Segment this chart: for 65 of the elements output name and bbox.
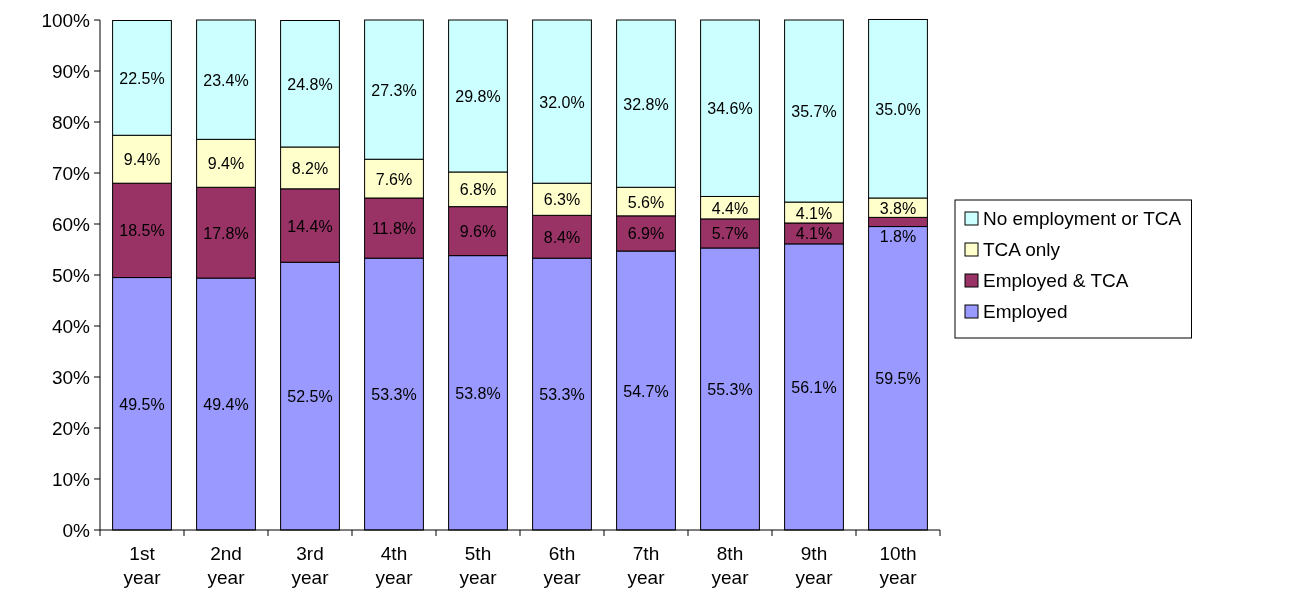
y-tick-label: 30%: [51, 367, 91, 388]
x-tick-label: 5th year: [459, 543, 498, 588]
data-label: 6.9%: [627, 225, 665, 243]
data-label: 5.6%: [627, 193, 665, 211]
data-label: 6.3%: [543, 191, 581, 209]
data-label: 55.3%: [707, 380, 753, 398]
x-tick-label: 3rd year: [291, 543, 330, 588]
data-label: 3.8%: [879, 199, 917, 217]
data-label: 5.7%: [711, 225, 749, 243]
legend-label: No employment or TCA: [983, 208, 1182, 229]
x-tick-label: 9th year: [795, 543, 834, 588]
data-label: 54.7%: [623, 382, 669, 400]
data-label: 7.6%: [375, 170, 413, 188]
data-label: 56.1%: [791, 378, 837, 396]
data-label: 29.8%: [455, 87, 501, 105]
data-label: 22.5%: [119, 69, 165, 87]
data-label: 52.5%: [287, 388, 333, 406]
data-label: 49.5%: [119, 395, 165, 413]
y-tick-label: 70%: [51, 163, 91, 184]
x-tick-label: 4th year: [375, 543, 414, 588]
data-label: 32.0%: [539, 93, 585, 111]
data-label: 8.2%: [291, 159, 329, 177]
y-tick-label: 40%: [51, 316, 91, 337]
data-label: 32.8%: [623, 95, 669, 113]
legend-label: TCA only: [983, 239, 1061, 260]
x-tick-label: 2nd year: [207, 543, 246, 588]
data-label: 11.8%: [371, 220, 417, 238]
data-label: 35.7%: [791, 103, 837, 121]
data-label: 53.3%: [371, 386, 417, 404]
legend-label: Employed & TCA: [983, 270, 1129, 291]
data-label: 6.8%: [459, 181, 497, 199]
y-tick-label: 20%: [51, 418, 91, 439]
y-tick-label: 60%: [51, 214, 91, 235]
data-label: 4.4%: [711, 199, 749, 217]
data-label: 23.4%: [203, 71, 249, 89]
data-label: 4.1%: [795, 204, 833, 222]
y-tick-label: 90%: [51, 61, 91, 82]
data-label: 4.1%: [795, 225, 833, 243]
y-tick-label: 10%: [51, 469, 91, 490]
data-label: 18.5%: [119, 222, 165, 240]
data-label: 59.5%: [875, 370, 921, 388]
x-tick-label: 1st year: [123, 543, 162, 588]
data-label: 9.6%: [459, 223, 497, 241]
legend-label: Employed: [983, 301, 1068, 322]
y-tick-label: 50%: [51, 265, 91, 286]
data-label: 1.8%: [879, 227, 917, 245]
data-label: 53.8%: [455, 384, 501, 402]
data-label: 9.4%: [207, 155, 245, 173]
x-tick-label: 7th year: [627, 543, 666, 588]
data-label: 24.8%: [287, 75, 333, 93]
data-label: 35.0%: [875, 100, 921, 118]
data-label: 9.4%: [123, 151, 161, 169]
x-tick-label: 6th year: [543, 543, 582, 588]
data-label: 27.3%: [371, 81, 417, 99]
y-tick-label: 0%: [62, 520, 91, 541]
data-label: 17.8%: [203, 224, 249, 242]
data-label: 34.6%: [707, 100, 753, 118]
x-tick-label: 8th year: [711, 543, 750, 588]
data-label: 14.4%: [287, 217, 333, 235]
data-label: 49.4%: [203, 396, 249, 414]
data-label: 8.4%: [543, 228, 581, 246]
data-label: 53.3%: [539, 386, 585, 404]
y-tick-label: 80%: [51, 112, 91, 133]
x-tick-label: 10th year: [879, 543, 918, 588]
y-tick-label: 100%: [41, 10, 91, 31]
